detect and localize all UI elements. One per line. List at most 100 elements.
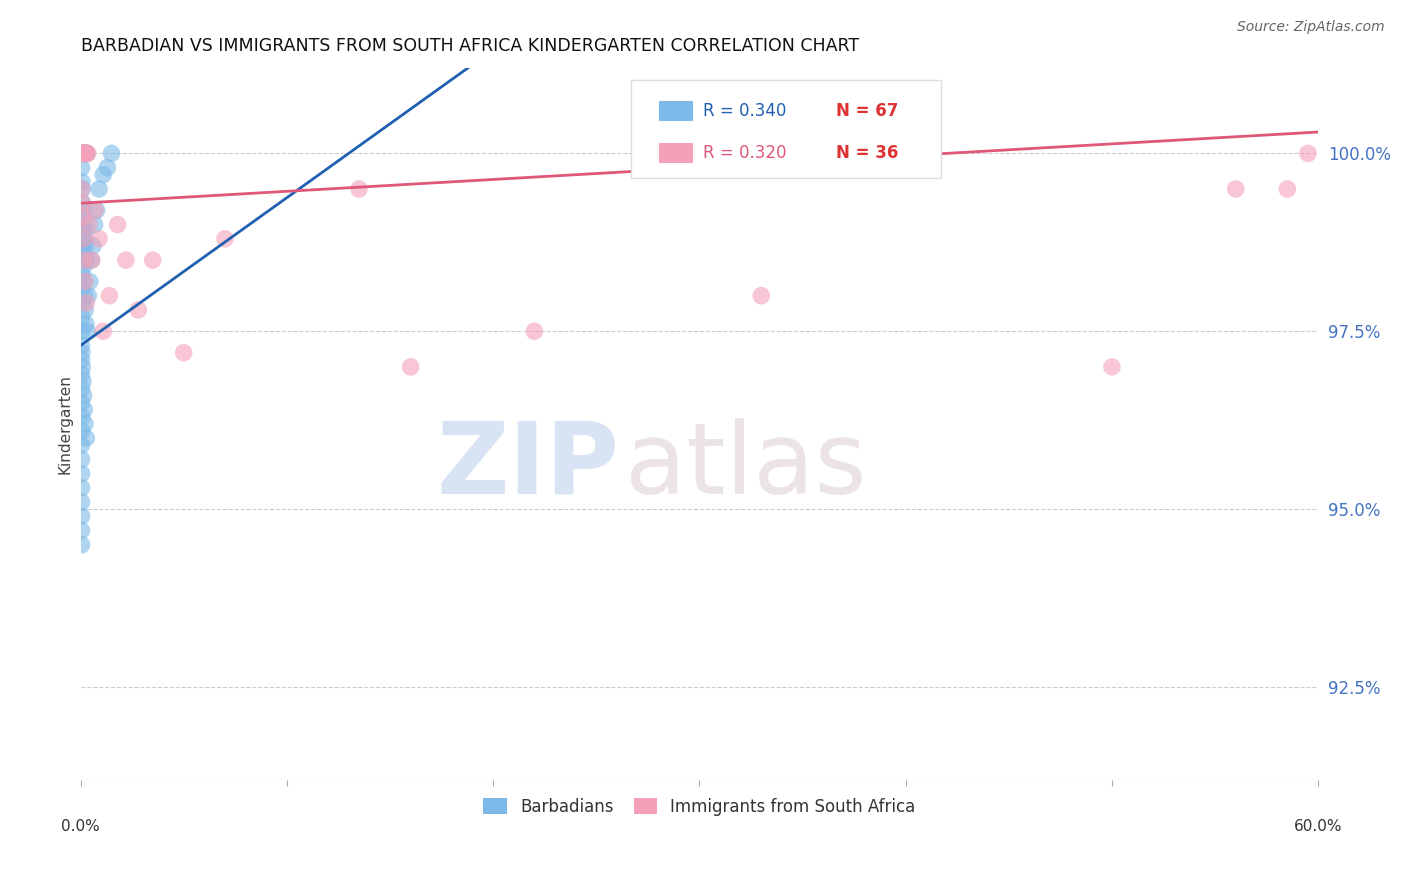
Point: [72, 232, 94, 246]
Point: [127, 302, 149, 317]
Point: [70, 211, 93, 225]
Legend: Barbadians, Immigrants from South Africa: Barbadians, Immigrants from South Africa: [477, 791, 922, 822]
Point: [75, 146, 97, 161]
Text: ZIP: ZIP: [436, 418, 619, 515]
Point: [73, 146, 96, 161]
Text: R = 0.320: R = 0.320: [703, 144, 786, 161]
Text: N = 67: N = 67: [835, 102, 898, 120]
Point: [749, 288, 772, 302]
Point: [76, 324, 98, 338]
Point: [86, 203, 108, 218]
Point: [70, 509, 93, 524]
Point: [87, 182, 110, 196]
Text: Source: ZipAtlas.com: Source: ZipAtlas.com: [1237, 20, 1385, 34]
Point: [73, 402, 96, 417]
Point: [70, 161, 93, 175]
Point: [347, 182, 370, 196]
Point: [83, 218, 105, 232]
Text: 0.0%: 0.0%: [60, 819, 100, 834]
Point: [70, 409, 93, 424]
Point: [70, 538, 93, 552]
Point: [399, 359, 422, 374]
Point: [76, 146, 98, 161]
Point: [72, 211, 94, 225]
Point: [72, 388, 94, 402]
Point: [72, 146, 94, 161]
Point: [523, 324, 546, 338]
Point: [70, 310, 93, 324]
Point: [73, 146, 96, 161]
Point: [91, 324, 114, 338]
Point: [84, 203, 107, 218]
Point: [70, 175, 93, 189]
Point: [107, 218, 129, 232]
Point: [80, 253, 103, 268]
Point: [73, 275, 96, 289]
Point: [70, 367, 93, 381]
Point: [70, 295, 93, 310]
Point: [70, 352, 93, 367]
Point: [72, 260, 94, 275]
Point: [70, 452, 93, 467]
Point: [70, 495, 93, 509]
Point: [79, 275, 101, 289]
Point: [76, 146, 98, 161]
FancyBboxPatch shape: [658, 143, 693, 162]
Point: [70, 239, 93, 253]
Point: [70, 196, 93, 211]
Point: [72, 203, 94, 218]
Point: [73, 417, 96, 431]
Point: [72, 146, 94, 161]
Point: [70, 467, 93, 481]
Point: [70, 146, 93, 161]
Point: [72, 196, 94, 211]
Point: [80, 253, 103, 268]
Point: [1296, 146, 1319, 161]
Text: BARBADIAN VS IMMIGRANTS FROM SOUTH AFRICA KINDERGARTEN CORRELATION CHART: BARBADIAN VS IMMIGRANTS FROM SOUTH AFRIC…: [80, 37, 859, 55]
Point: [73, 288, 96, 302]
Point: [75, 239, 97, 253]
Point: [73, 146, 96, 161]
Y-axis label: Kindergarten: Kindergarten: [58, 374, 72, 474]
Point: [70, 324, 93, 338]
Point: [75, 302, 97, 317]
Text: R = 0.340: R = 0.340: [703, 102, 786, 120]
Point: [72, 374, 94, 388]
Text: atlas: atlas: [626, 418, 866, 515]
FancyBboxPatch shape: [631, 80, 941, 178]
Point: [77, 218, 100, 232]
Point: [70, 146, 93, 161]
Point: [70, 182, 93, 196]
Point: [70, 338, 93, 352]
Point: [75, 295, 97, 310]
Point: [70, 345, 93, 359]
Point: [70, 395, 93, 409]
Point: [91, 168, 114, 182]
Point: [70, 146, 93, 161]
Text: N = 36: N = 36: [835, 144, 898, 161]
Point: [70, 424, 93, 438]
Point: [75, 317, 97, 331]
Point: [72, 146, 94, 161]
Point: [142, 253, 165, 268]
Point: [70, 524, 93, 538]
Point: [73, 225, 96, 239]
Point: [1277, 182, 1299, 196]
Point: [1225, 182, 1247, 196]
Point: [76, 146, 98, 161]
Point: [100, 146, 122, 161]
Point: [73, 275, 96, 289]
Text: 60.0%: 60.0%: [1294, 819, 1343, 834]
Point: [70, 268, 93, 282]
Point: [70, 381, 93, 395]
Point: [73, 253, 96, 268]
Point: [72, 359, 94, 374]
Point: [75, 431, 97, 445]
Point: [98, 288, 121, 302]
Point: [70, 282, 93, 296]
Point: [75, 253, 97, 268]
Point: [173, 345, 195, 359]
Point: [72, 182, 94, 196]
Point: [96, 161, 118, 175]
Point: [72, 146, 94, 161]
